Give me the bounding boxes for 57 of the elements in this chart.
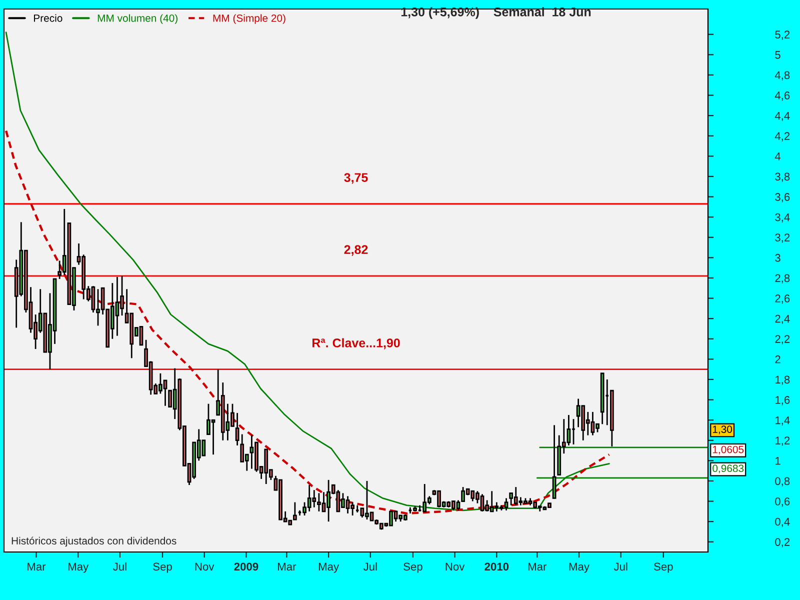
y-tick-label: 2,4 xyxy=(775,314,790,324)
legend-label: MM volumen (40) xyxy=(98,14,178,24)
y-tick-label: 4 xyxy=(774,152,781,160)
y-tick-label: 1 xyxy=(776,457,780,465)
annotation: 3,75 xyxy=(344,173,368,184)
x-tick-label: May xyxy=(318,562,340,573)
candlestick xyxy=(235,412,240,446)
candlestick xyxy=(293,502,297,520)
y-tick-label: 3,2 xyxy=(775,234,790,243)
y-tick-label: 4,4 xyxy=(774,112,790,122)
y-tick-label: 1,6 xyxy=(776,396,790,406)
y-tick-label: 2,8 xyxy=(775,274,790,284)
annotation: Históricos ajustados con dividendos xyxy=(12,536,176,547)
y-tick-label: 4,8 xyxy=(774,71,790,80)
y-tick-label: 0,6 xyxy=(775,498,790,507)
y-tick-label: 5 xyxy=(775,51,780,59)
ref-line-label: 2,82 xyxy=(344,245,368,256)
y-tick-label: 1,2 xyxy=(776,436,790,446)
line-series xyxy=(4,130,610,515)
x-tick-label: Jul xyxy=(614,562,628,571)
x-tick-label: Nov xyxy=(195,562,214,571)
candlestick xyxy=(552,424,556,499)
x-tick-label: Jul xyxy=(363,562,377,571)
y-tick-label: 3,4 xyxy=(775,213,790,223)
x-tick-label: 2010 xyxy=(484,562,509,571)
x-tick-label: Jul xyxy=(113,562,126,571)
y-tick-label: 2,2 xyxy=(775,335,790,344)
x-tick-label: May xyxy=(569,562,590,573)
x-tick-label: Nov xyxy=(446,562,465,571)
text: 1,0605 xyxy=(712,446,744,454)
text: 1,30 xyxy=(712,426,732,434)
x-tick-label: Mar xyxy=(278,562,296,571)
y-tick-label: 4,2 xyxy=(774,132,790,142)
legend-label: MM (Simple 20) xyxy=(213,14,286,24)
x-tick-label: Sep xyxy=(153,562,172,573)
y-tick-label: 2 xyxy=(775,355,780,364)
x-tick-label: 2009 xyxy=(234,562,258,571)
y-tick-label: 5,2 xyxy=(775,30,790,40)
y-tick-label: 0,4 xyxy=(775,518,790,527)
y-tick-label: 3 xyxy=(775,254,780,262)
y-tick-label: 0,2 xyxy=(775,538,790,548)
legend-label: Precio xyxy=(34,14,62,22)
y-tick-label: 4,6 xyxy=(774,92,790,101)
x-tick-label: May xyxy=(68,562,89,573)
chart-title: 1,30 (+5,69%) Semanal 18 Jun xyxy=(401,7,591,19)
y-tick-label: 3,8 xyxy=(775,172,790,182)
x-tick-label: Mar xyxy=(528,562,547,571)
y-tick-label: 3,6 xyxy=(775,193,790,202)
x-tick-label: Sep xyxy=(654,562,673,573)
x-tick-label: Mar xyxy=(28,562,46,571)
y-tick-label: 0,8 xyxy=(775,477,790,486)
x-tick-label: Sep xyxy=(404,562,422,573)
ref-line-label: Rª. Clave...1,90 xyxy=(312,338,400,350)
y-tick-label: 2,6 xyxy=(775,294,790,304)
text: 0,9683 xyxy=(712,464,744,474)
y-tick-label: 1,4 xyxy=(776,416,790,426)
y-tick-label: 1,8 xyxy=(776,376,790,385)
